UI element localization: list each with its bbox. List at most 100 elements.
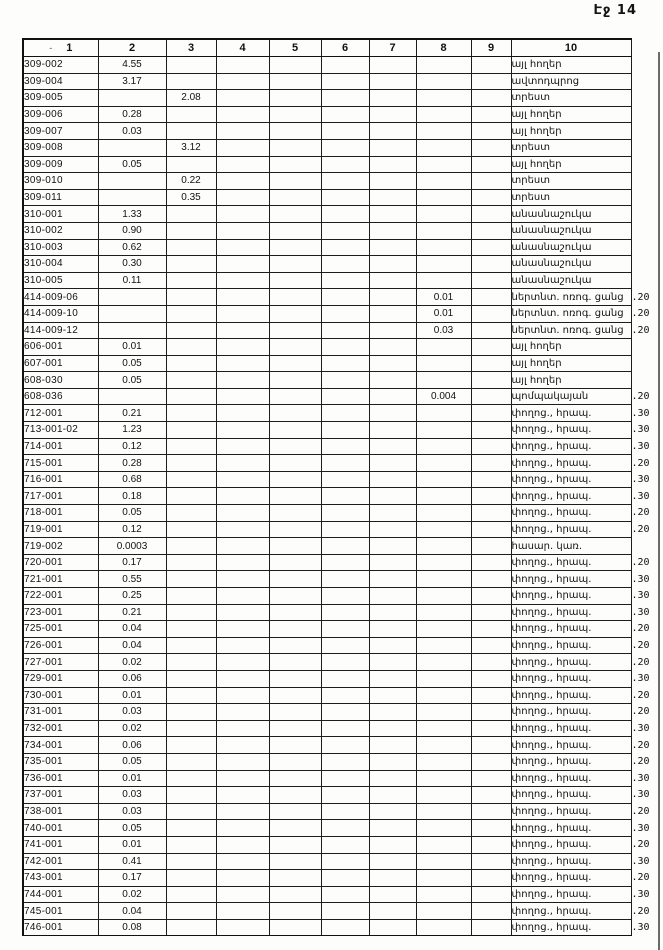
cell-col4 xyxy=(215,852,270,871)
cell-col7 xyxy=(368,371,417,389)
cell-land-use: փողոց., հրապ. xyxy=(510,819,632,837)
edge-mark xyxy=(631,189,659,206)
edge-mark: .30 xyxy=(631,723,650,735)
cell-col4 xyxy=(215,636,270,655)
cell-col8-area xyxy=(415,636,472,655)
cell-col5 xyxy=(268,454,322,472)
cell-col6 xyxy=(320,288,370,306)
cell-col5 xyxy=(268,752,322,771)
parcels-table: -1 2 3 4 5 6 7 8 9 10 309-002 4.55 այլ հողեր 309-004… xyxy=(22,38,660,937)
column-header-8: 8 xyxy=(415,38,472,57)
cell-col9 xyxy=(470,371,512,389)
cell-col7 xyxy=(368,454,417,472)
cell-col6 xyxy=(320,570,370,588)
cell-col2-area: 0.04 xyxy=(97,620,167,638)
cell-col7 xyxy=(368,188,417,207)
cell-land-use: փողոց., հրապ. xyxy=(510,620,632,638)
cell-land-use: այլ հողեր xyxy=(510,56,632,74)
cell-col5 xyxy=(268,255,322,273)
cell-col7 xyxy=(368,155,417,174)
cell-col7 xyxy=(368,172,417,190)
cell-col8-area xyxy=(415,852,472,871)
edge-mark xyxy=(631,90,659,107)
cell-col7 xyxy=(368,421,417,439)
cell-land-use: փողոց., հրապ. xyxy=(510,487,632,506)
cell-col7 xyxy=(368,537,417,555)
cell-col8-area: 0.01 xyxy=(415,288,472,306)
cell-col6 xyxy=(320,205,370,223)
cell-parcel-code: 309-010 xyxy=(22,172,99,190)
cell-col9 xyxy=(470,89,512,107)
cell-col2-area: 0.28 xyxy=(97,105,167,124)
cell-col8-area xyxy=(415,454,472,472)
cell-col6 xyxy=(320,869,370,887)
cell-col9 xyxy=(470,736,512,754)
cell-parcel-code: 608-036 xyxy=(22,387,99,406)
cell-col3-area xyxy=(165,404,217,423)
cell-col8-area xyxy=(415,653,472,671)
cell-col7 xyxy=(368,752,417,771)
cell-col4 xyxy=(215,769,270,788)
edge-mark: .20 xyxy=(631,457,650,469)
cell-parcel-code: 310-003 xyxy=(22,238,99,257)
cell-col7 xyxy=(368,487,417,506)
table-row: 606-001 0.01 այլ հողեր xyxy=(22,338,659,356)
cell-col8-area xyxy=(415,835,472,854)
edge-mark: .30 xyxy=(631,490,650,502)
table-row: 722-001 0.25 փողոց., հրապ. .30 xyxy=(22,587,659,605)
edge-mark xyxy=(631,239,659,256)
cell-col8-area xyxy=(415,437,472,456)
table-row: 742-001 0.41 փողոց., հրապ. .30 xyxy=(22,852,659,871)
cell-col6 xyxy=(320,354,370,373)
cell-col9 xyxy=(470,520,512,539)
cell-parcel-code: 735-001 xyxy=(22,752,99,771)
cell-col7 xyxy=(368,736,417,754)
cell-col8-area xyxy=(415,205,472,223)
edge-mark: .30 xyxy=(631,822,650,834)
cell-col4 xyxy=(215,72,270,91)
cell-col5 xyxy=(268,404,322,423)
cell-land-use: փողոց., հրապ. xyxy=(510,669,632,688)
cell-col9 xyxy=(470,404,512,423)
cell-parcel-code: 606-001 xyxy=(22,338,99,356)
cell-col5 xyxy=(268,620,322,638)
cell-col3-area: 0.22 xyxy=(165,172,217,190)
cell-col3-area xyxy=(165,238,217,257)
cell-parcel-code: 738-001 xyxy=(22,802,99,821)
table-row: 737-001 0.03 փողոց., հրապ. .30 xyxy=(22,786,659,804)
cell-parcel-code: 745-001 xyxy=(22,902,99,920)
edge-mark: .30 xyxy=(631,590,650,602)
edge-header-spacer xyxy=(631,39,659,57)
cell-col9 xyxy=(470,620,512,638)
cell-parcel-code: 310-004 xyxy=(22,255,99,273)
edge-mark: .20 xyxy=(631,324,650,336)
edge-mark: .30 xyxy=(631,922,650,934)
cell-col4 xyxy=(215,520,270,539)
edge-mark: .30 xyxy=(631,855,650,867)
cell-parcel-code: 742-001 xyxy=(22,852,99,871)
cell-col7 xyxy=(368,869,417,887)
cell-col9 xyxy=(470,487,512,506)
cell-col9 xyxy=(470,105,512,124)
cell-col6 xyxy=(320,487,370,506)
cell-col3-area xyxy=(165,553,217,572)
cell-parcel-code: 741-001 xyxy=(22,835,99,854)
cell-col5 xyxy=(268,421,322,439)
cell-col3-area xyxy=(165,338,217,356)
cell-col2-area: 0.21 xyxy=(97,603,167,622)
cell-col3-area xyxy=(165,520,217,539)
cell-col3-area xyxy=(165,603,217,622)
edge-mark: .20 xyxy=(631,739,650,751)
cell-col2-area: 0.17 xyxy=(97,553,167,572)
cell-parcel-code: 732-001 xyxy=(22,719,99,738)
edge-mark: .20 xyxy=(631,623,650,635)
cell-col8-area xyxy=(415,719,472,738)
cell-land-use: տրեստ xyxy=(510,172,632,190)
cell-col7 xyxy=(368,89,417,107)
cell-col5 xyxy=(268,869,322,887)
cell-col5 xyxy=(268,553,322,572)
cell-col3-area xyxy=(165,387,217,406)
cell-col6 xyxy=(320,255,370,273)
cell-col2-area xyxy=(97,304,167,323)
cell-col3-area xyxy=(165,487,217,506)
